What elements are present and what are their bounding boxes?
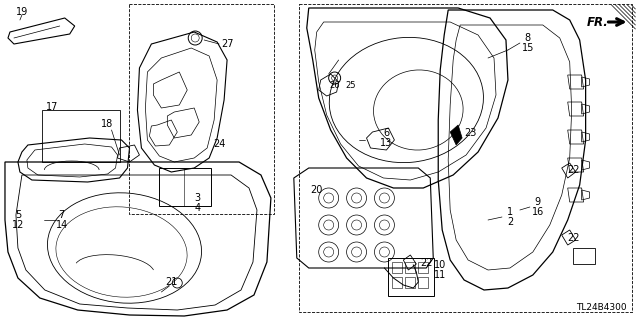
Text: 20: 20	[310, 185, 323, 195]
Text: 13: 13	[380, 138, 392, 148]
Text: FR.: FR.	[587, 16, 609, 28]
Text: 19: 19	[16, 7, 28, 17]
Text: 25: 25	[346, 81, 356, 91]
Text: 22: 22	[420, 258, 433, 268]
Text: 17: 17	[45, 102, 58, 112]
Bar	[392, 262, 403, 273]
Bar	[42, 110, 120, 162]
Text: 15: 15	[522, 43, 534, 53]
Text: 26: 26	[330, 81, 340, 91]
Bar	[392, 277, 403, 288]
Text: 23: 23	[464, 128, 476, 138]
Bar	[573, 248, 595, 264]
Text: 22: 22	[568, 165, 580, 175]
Text: 14: 14	[56, 220, 68, 230]
Bar	[405, 277, 415, 288]
Text: 27: 27	[221, 39, 234, 49]
Text: 21: 21	[165, 277, 177, 287]
Bar	[299, 4, 632, 312]
Polygon shape	[450, 125, 462, 145]
Text: 8: 8	[525, 33, 531, 43]
Text: 11: 11	[434, 270, 446, 280]
Text: 18: 18	[102, 119, 114, 129]
Text: 7: 7	[59, 210, 65, 220]
Bar	[129, 4, 274, 214]
Bar	[159, 168, 211, 206]
Text: 2: 2	[507, 217, 513, 227]
Text: 16: 16	[532, 207, 544, 217]
Text: 4: 4	[194, 203, 200, 213]
Text: 9: 9	[535, 197, 541, 207]
Text: 1: 1	[507, 207, 513, 217]
Text: 10: 10	[434, 260, 446, 270]
Text: 5: 5	[15, 210, 21, 220]
Text: TL24B4300: TL24B4300	[575, 303, 627, 313]
Text: 6: 6	[383, 128, 390, 138]
Text: 3: 3	[194, 193, 200, 203]
Bar	[388, 258, 435, 296]
Bar	[405, 262, 415, 273]
Bar	[419, 277, 428, 288]
Text: 12: 12	[12, 220, 24, 230]
Text: 22: 22	[568, 233, 580, 243]
Text: 24: 24	[213, 139, 225, 149]
Bar	[419, 262, 428, 273]
